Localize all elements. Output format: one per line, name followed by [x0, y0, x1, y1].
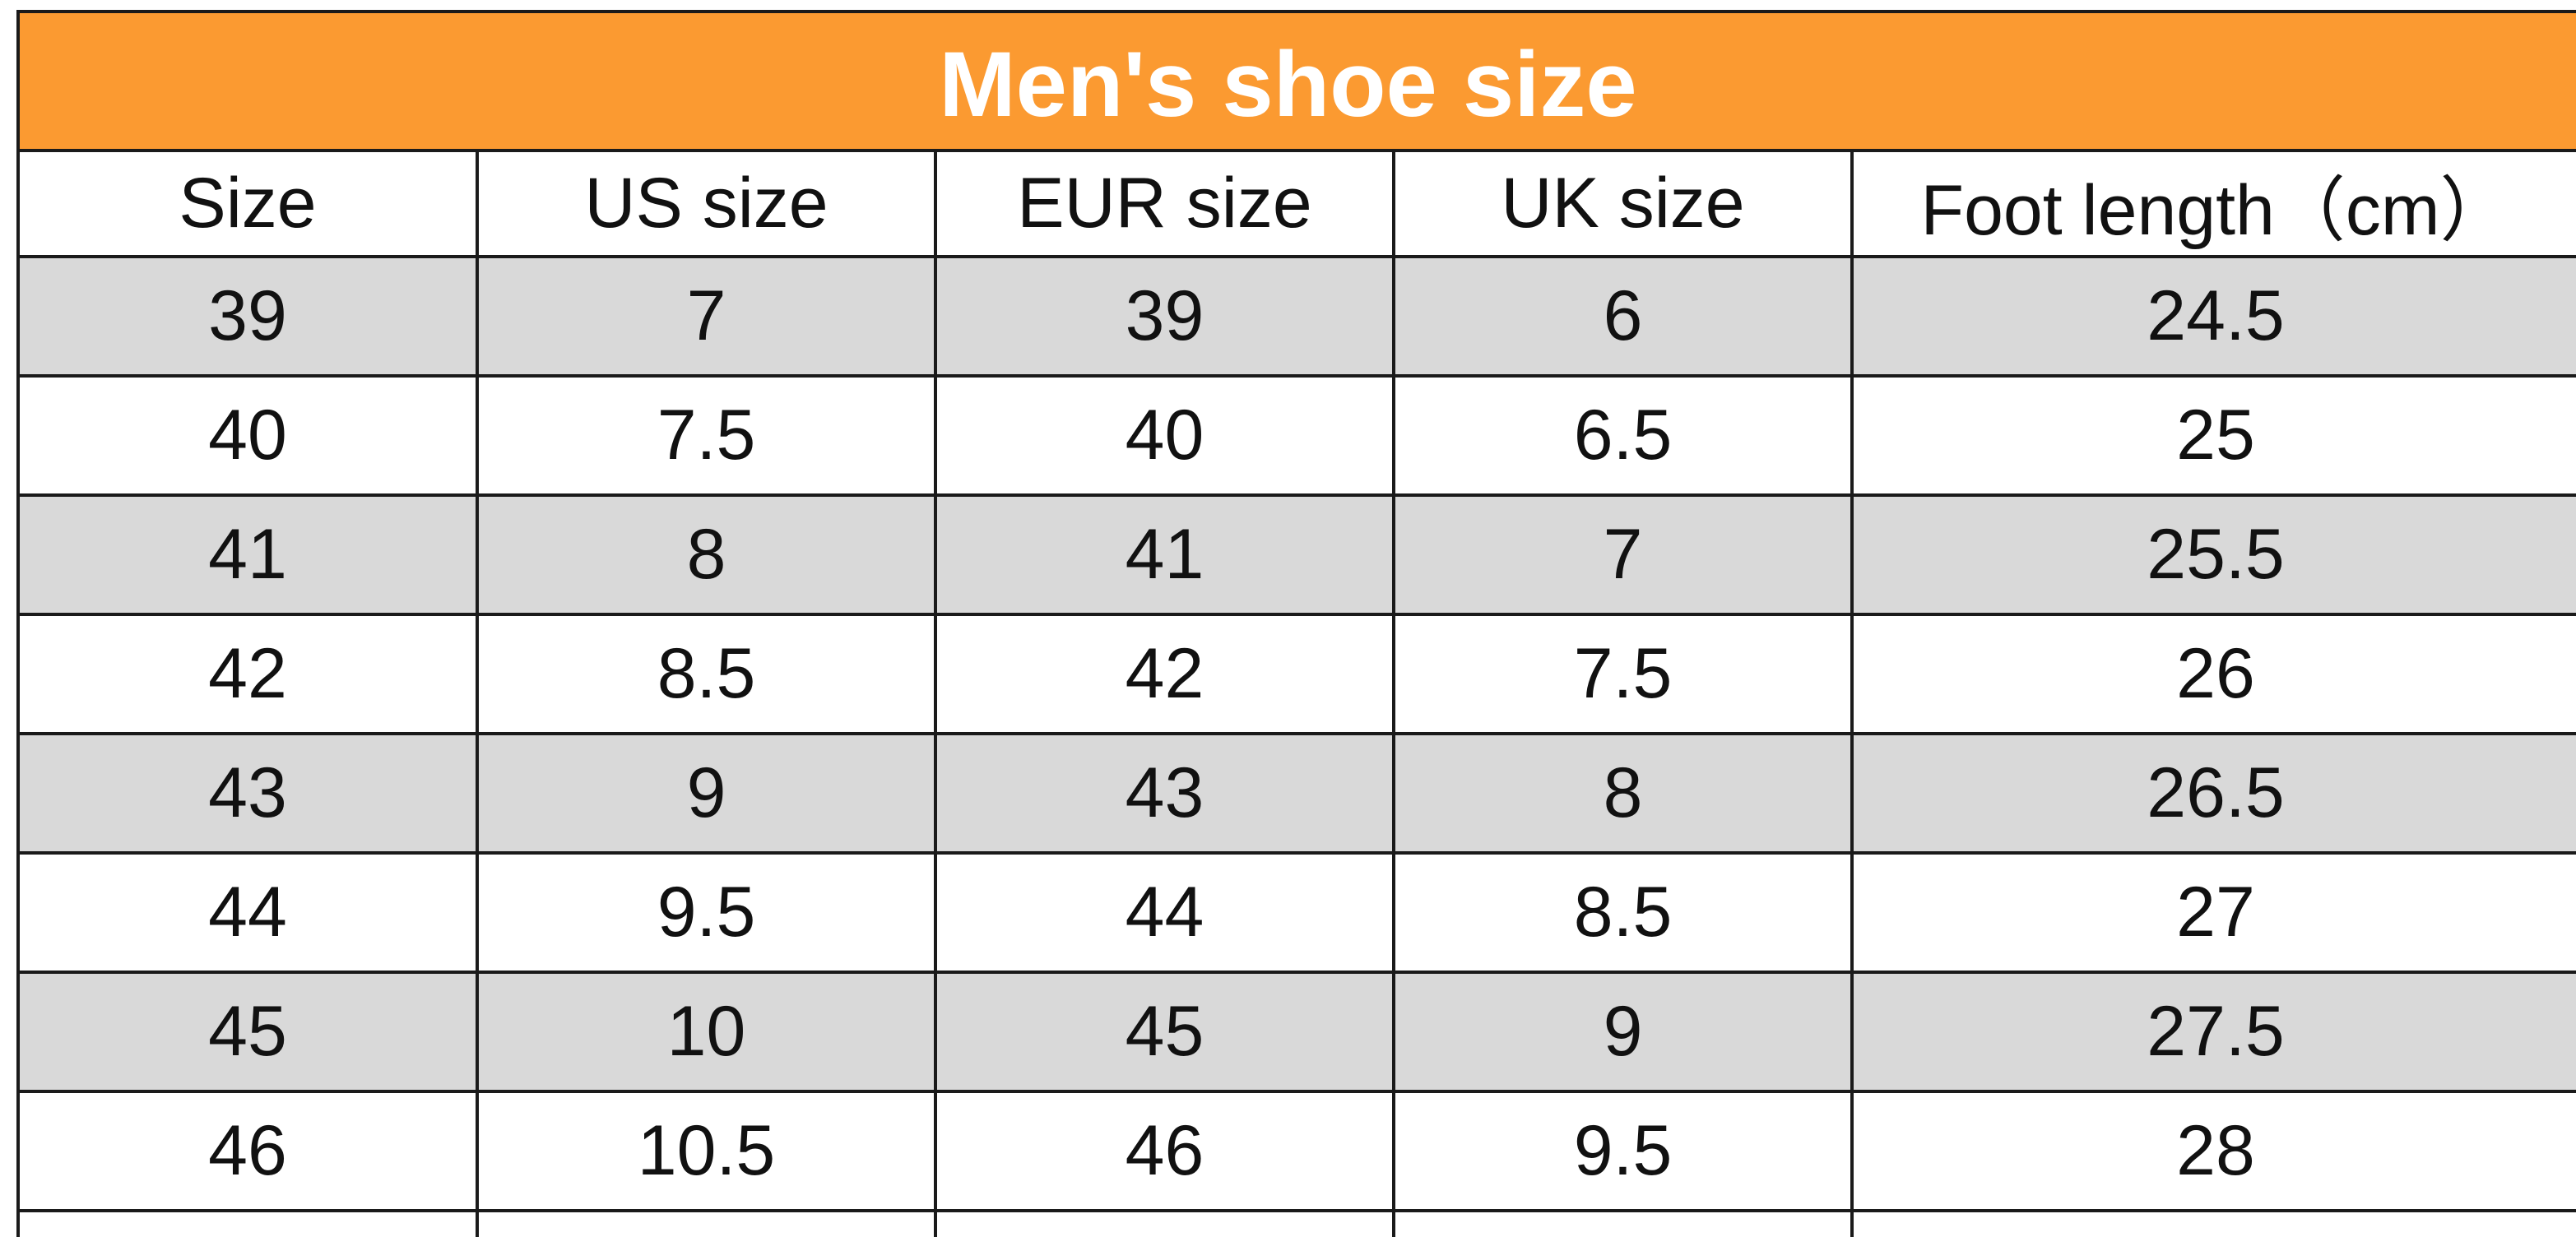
foot-length-cell: 25.5 — [1850, 495, 2576, 616]
us-size-cell: 7.5 — [476, 376, 937, 497]
eur-size-cell: 41 — [934, 495, 1395, 616]
us-size-cell: 9.5 — [476, 853, 937, 974]
eur-size-cell: 39 — [934, 257, 1395, 378]
size-table: Size US size EUR size UK size Foot lengt… — [16, 152, 2576, 1237]
us-size-cell: 8 — [476, 495, 937, 616]
table-body: 39 7 39 6 24.5 40 7.5 40 6.5 25 41 8 41 7 25.5 42 8.5 42 7… — [16, 257, 2576, 1237]
foot-length-cell: 26.5 — [1850, 734, 2576, 855]
column-header-eur-size: EUR size — [934, 152, 1395, 258]
us-size-cell: 7 — [476, 257, 937, 378]
column-header-us-size: US size — [476, 152, 937, 258]
size-cell: 46 — [16, 1091, 479, 1212]
table-row: 45 10 45 9 27.5 — [16, 972, 2576, 1093]
size-cell: 40 — [16, 376, 479, 497]
uk-size-cell: 9 — [1392, 972, 1854, 1093]
foot-length-cell: 25 — [1850, 376, 2576, 497]
empty-cell — [476, 1211, 937, 1237]
table-row: 40 7.5 40 6.5 25 — [16, 376, 2576, 497]
column-header-foot-length: Foot length（cm） — [1850, 152, 2576, 258]
empty-cell — [1392, 1211, 1854, 1237]
uk-size-cell: 8 — [1392, 734, 1854, 855]
us-size-cell: 9 — [476, 734, 937, 855]
uk-size-cell: 7 — [1392, 495, 1854, 616]
uk-size-cell: 9.5 — [1392, 1091, 1854, 1212]
size-cell: 42 — [16, 614, 479, 735]
size-cell: 41 — [16, 495, 479, 616]
us-size-cell: 10 — [476, 972, 937, 1093]
shoe-size-chart: Men's shoe size Size US size EUR size UK… — [16, 10, 2576, 1237]
chart-title: Men's shoe size — [16, 10, 2576, 152]
eur-size-cell: 44 — [934, 853, 1395, 974]
table-header: Size US size EUR size UK size Foot lengt… — [16, 152, 2576, 258]
uk-size-cell: 6 — [1392, 257, 1854, 378]
table-row: 41 8 41 7 25.5 — [16, 495, 2576, 616]
table-row: 44 9.5 44 8.5 27 — [16, 853, 2576, 974]
table-row: 42 8.5 42 7.5 26 — [16, 614, 2576, 735]
empty-cell — [16, 1211, 479, 1237]
table-row-cutoff — [16, 1211, 2576, 1237]
foot-length-cell: 28 — [1850, 1091, 2576, 1212]
size-cell: 44 — [16, 853, 479, 974]
us-size-cell: 8.5 — [476, 614, 937, 735]
uk-size-cell: 8.5 — [1392, 853, 1854, 974]
empty-cell — [1850, 1211, 2576, 1237]
us-size-cell: 10.5 — [476, 1091, 937, 1212]
eur-size-cell: 45 — [934, 972, 1395, 1093]
table-row: 46 10.5 46 9.5 28 — [16, 1091, 2576, 1212]
foot-length-cell: 26 — [1850, 614, 2576, 735]
size-cell: 39 — [16, 257, 479, 378]
eur-size-cell: 40 — [934, 376, 1395, 497]
column-header-uk-size: UK size — [1392, 152, 1854, 258]
size-cell: 45 — [16, 972, 479, 1093]
chart-title-text: Men's shoe size — [939, 33, 1637, 136]
foot-length-cell: 24.5 — [1850, 257, 2576, 378]
uk-size-cell: 6.5 — [1392, 376, 1854, 497]
eur-size-cell: 43 — [934, 734, 1395, 855]
size-cell: 43 — [16, 734, 479, 855]
foot-length-cell: 27.5 — [1850, 972, 2576, 1093]
eur-size-cell: 46 — [934, 1091, 1395, 1212]
table-row: 39 7 39 6 24.5 — [16, 257, 2576, 378]
eur-size-cell: 42 — [934, 614, 1395, 735]
foot-length-cell: 27 — [1850, 853, 2576, 974]
header-row: Size US size EUR size UK size Foot lengt… — [16, 152, 2576, 258]
uk-size-cell: 7.5 — [1392, 614, 1854, 735]
empty-cell — [934, 1211, 1395, 1237]
table-row: 43 9 43 8 26.5 — [16, 734, 2576, 855]
column-header-size: Size — [16, 152, 479, 258]
